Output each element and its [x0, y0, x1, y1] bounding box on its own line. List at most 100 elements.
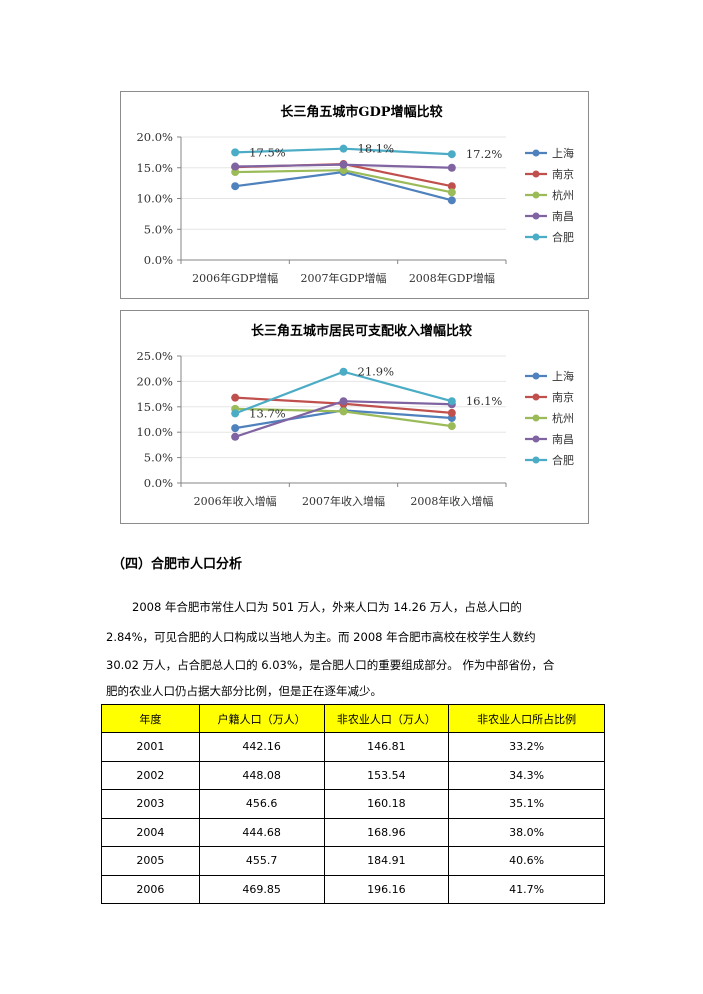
- data-point-南京: [231, 393, 240, 402]
- cell-non-agri: 184.91: [323, 846, 450, 876]
- data-label: 16.1%: [466, 394, 503, 408]
- y-tick-label: 20.0%: [136, 374, 173, 388]
- data-point-上海: [231, 182, 240, 191]
- cell-year: 2005: [101, 846, 200, 876]
- x-tick-label: 2008年收入增幅: [410, 494, 493, 508]
- data-point-合肥: [447, 397, 456, 406]
- paragraph-line: 30.02 万人，占合肥总人口的 6.03%，是合肥人口的重要组成部分。 作为中…: [106, 658, 555, 672]
- legend-marker: [532, 414, 540, 422]
- table-header-row: 年度 户籍人口（万人） 非农业人口（万人） 非农业人口所占比例: [101, 704, 605, 733]
- y-tick-label: 15.0%: [136, 400, 173, 414]
- cell-registered: 455.7: [198, 846, 325, 876]
- gdp-growth-chart: 长三角五城市GDP增幅比较 0.0% 5.0% 10.0% 15.0% 20.0% 2006…: [120, 91, 589, 299]
- cell-ratio: 40.6%: [448, 846, 605, 876]
- header-non-agricultural-ratio: 非农业人口所占比例: [448, 704, 605, 733]
- cell-registered: 448.08: [198, 760, 325, 790]
- cell-non-agri: 160.18: [323, 789, 450, 819]
- data-point-南昌: [339, 160, 348, 169]
- data-point-南昌: [231, 432, 240, 441]
- paragraph-line: 2.84%，可见合肥的人口构成以当地人为主。而 2008 年合肥市高校在校学生人…: [106, 630, 536, 644]
- data-point-上海: [447, 196, 456, 205]
- legend-label: 上海: [552, 369, 574, 383]
- gdp-growth-chart-svg: 长三角五城市GDP增幅比较 0.0% 5.0% 10.0% 15.0% 20.0% 2006…: [136, 104, 574, 285]
- y-tick-label: 10.0%: [136, 425, 173, 439]
- legend-marker: [532, 149, 540, 157]
- section-heading: （四）合肥市人口分析: [112, 557, 243, 572]
- y-tick-label: 0.0%: [144, 253, 173, 267]
- data-point-南京: [447, 408, 456, 417]
- cell-non-agri: 146.81: [323, 732, 450, 762]
- cell-registered: 442.16: [198, 732, 325, 762]
- table-row: 2001 442.16 146.81 33.2%: [101, 732, 605, 762]
- cell-ratio: 38.0%: [448, 817, 605, 847]
- income-growth-chart: 长三角五城市居民可支配收入增幅比较 0.0% 5.0% 10.0% 15.0% 20.0%…: [120, 310, 589, 524]
- chart-title: 长三角五城市居民可支配收入增幅比较: [251, 323, 472, 339]
- cell-ratio: 33.2%: [448, 732, 605, 762]
- x-tick-label: 2008年GDP增幅: [409, 271, 495, 285]
- table-row: 2003 456.6 160.18 35.1%: [101, 789, 605, 819]
- y-tick-label: 20.0%: [136, 130, 173, 144]
- y-tick-label: 25.0%: [136, 349, 173, 363]
- cell-year: 2001: [101, 732, 200, 762]
- legend-label: 杭州: [552, 411, 574, 425]
- legend-marker: [532, 456, 540, 464]
- y-tick-label: 15.0%: [136, 161, 173, 175]
- data-label: 18.1%: [358, 142, 395, 156]
- data-point-合肥: [447, 150, 456, 159]
- legend-label: 合肥: [552, 453, 574, 467]
- data-point-南昌: [231, 162, 240, 171]
- legend-marker: [532, 393, 540, 401]
- legend-label: 合肥: [552, 230, 574, 244]
- table-row: 2006 469.85 196.16 41.7%: [101, 874, 605, 904]
- data-point-合肥: [339, 144, 348, 153]
- data-point-合肥: [231, 148, 240, 157]
- table-row: 2004 444.68 168.96 38.0%: [101, 817, 605, 847]
- data-point-上海: [231, 424, 240, 433]
- table-row: 2005 455.7 184.91 40.6%: [101, 846, 605, 876]
- data-point-南京: [447, 182, 456, 191]
- cell-year: 2006: [101, 874, 200, 904]
- data-point-杭州: [447, 422, 456, 431]
- legend-label: 南京: [552, 167, 574, 181]
- data-point-杭州: [339, 166, 348, 175]
- income-growth-chart-svg: 长三角五城市居民可支配收入增幅比较 0.0% 5.0% 10.0% 15.0% 20.0%…: [136, 323, 574, 508]
- population-table: 年度 户籍人口（万人） 非农业人口（万人） 非农业人口所占比例 2001 442…: [101, 704, 605, 904]
- legend-marker: [532, 191, 540, 199]
- data-label: 17.2%: [466, 147, 503, 161]
- header-non-agricultural-population: 非农业人口（万人）: [323, 704, 450, 733]
- legend-label: 杭州: [552, 188, 574, 202]
- legend-label: 南京: [552, 390, 574, 404]
- data-point-杭州: [339, 407, 348, 416]
- y-tick-label: 0.0%: [144, 476, 173, 490]
- cell-year: 2003: [101, 789, 200, 819]
- cell-ratio: 35.1%: [448, 789, 605, 819]
- data-point-合肥: [231, 409, 240, 418]
- legend-label: 南昌: [552, 433, 574, 446]
- legend-marker: [532, 212, 540, 220]
- x-tick-label: 2007年收入增幅: [302, 494, 385, 508]
- legend-marker: [532, 435, 540, 443]
- data-point-南昌: [447, 163, 456, 172]
- data-label: 21.9%: [358, 365, 395, 379]
- cell-non-agri: 168.96: [323, 817, 450, 847]
- data-label: 13.7%: [249, 406, 286, 420]
- paragraph-line: 2008 年合肥市常住人口为 501 万人，外来人口为 14.26 万人，占总人…: [132, 600, 522, 614]
- legend-marker: [532, 372, 540, 380]
- cell-year: 2002: [101, 760, 200, 790]
- header-registered-population: 户籍人口（万人）: [198, 704, 325, 733]
- cell-registered: 469.85: [198, 874, 325, 904]
- data-point-杭州: [231, 168, 240, 177]
- header-year: 年度: [101, 704, 200, 733]
- x-tick-label: 2007年GDP增幅: [300, 271, 386, 285]
- data-label: 17.5%: [249, 145, 286, 159]
- cell-ratio: 41.7%: [448, 874, 605, 904]
- chart-title: 长三角五城市GDP增幅比较: [280, 104, 442, 120]
- legend-marker: [532, 233, 540, 241]
- paragraph-line: 肥的农业人口仍占据大部分比例，但是正在逐年减少。: [106, 684, 382, 698]
- data-point-南昌: [339, 397, 348, 406]
- legend-label: 南昌: [552, 210, 574, 223]
- y-tick-label: 5.0%: [144, 222, 173, 236]
- cell-ratio: 34.3%: [448, 760, 605, 790]
- data-point-合肥: [339, 367, 348, 376]
- cell-non-agri: 196.16: [323, 874, 450, 904]
